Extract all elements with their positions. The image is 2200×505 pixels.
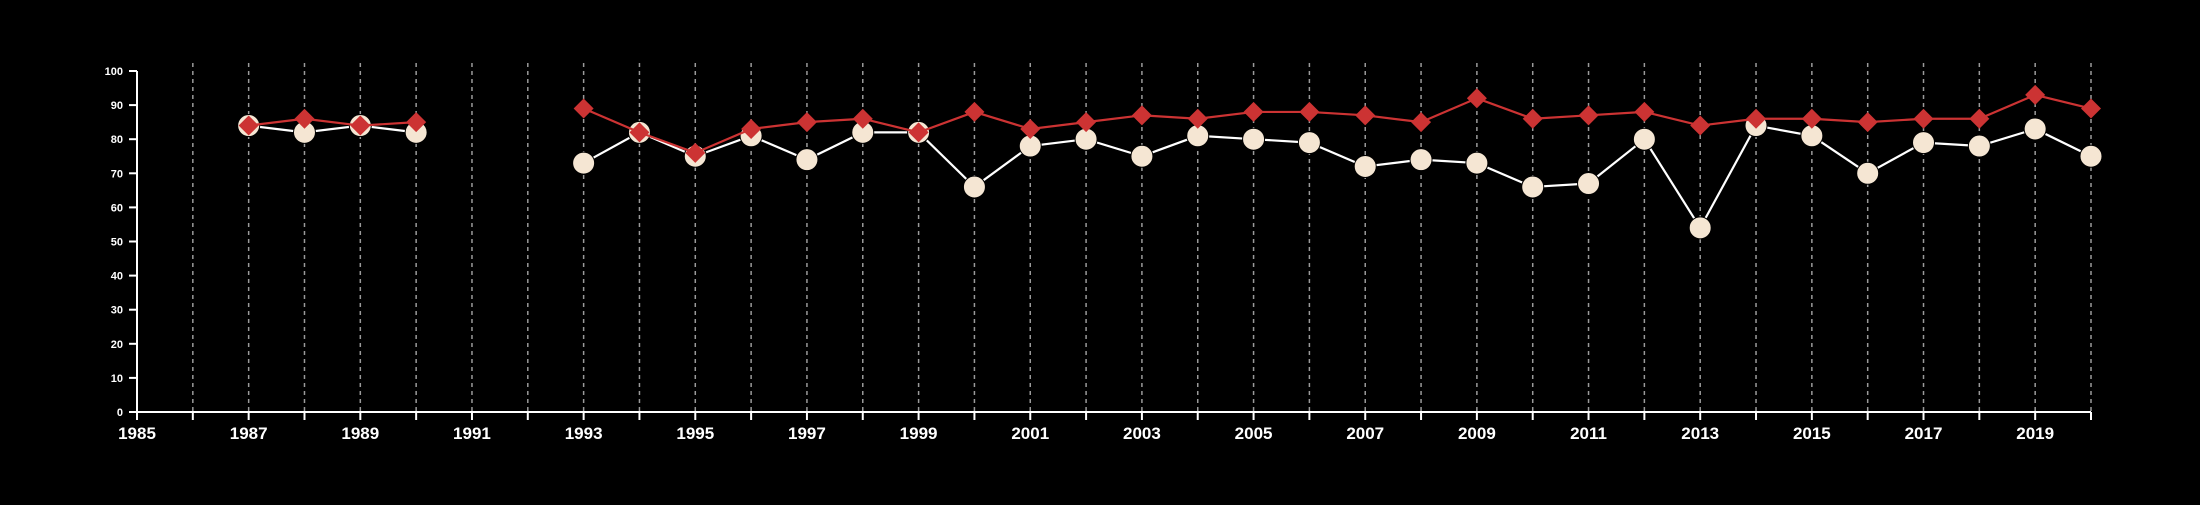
- data-point: [1020, 118, 1041, 139]
- data-point: [1243, 101, 1264, 122]
- data-point: [741, 118, 762, 139]
- axes: 0 10 20 30 40 50 60 70 80 90 100 1985 1987 1989 1991 19…: [105, 66, 2092, 443]
- x-tick-label: 2009: [1458, 424, 1496, 443]
- data-point: [1355, 105, 1376, 126]
- data-point: [795, 148, 819, 172]
- data-point: [572, 151, 596, 175]
- y-tick-label: 60: [111, 202, 123, 214]
- x-tick-label: 2019: [2016, 424, 2054, 443]
- data-point: [2081, 98, 2101, 119]
- y-tick-label: 40: [111, 271, 123, 283]
- y-tick-label: 50: [111, 237, 123, 249]
- data-point: [1411, 112, 1432, 133]
- series-line: [248, 124, 417, 134]
- series-line: [583, 93, 2092, 155]
- data-point: [238, 115, 259, 136]
- x-tick-label: 2011: [1570, 424, 1607, 443]
- y-tick-label: 10: [111, 373, 123, 385]
- data-point: [2079, 144, 2103, 168]
- x-tick-label: 2001: [1011, 424, 1049, 443]
- x-tick-label: 1987: [230, 424, 268, 443]
- data-point: [1242, 127, 1266, 151]
- data-point: [1578, 105, 1599, 126]
- data-point: [1801, 108, 1822, 129]
- x-tick-label: 1993: [565, 424, 603, 443]
- data-point: [1857, 112, 1878, 133]
- data-point: [1967, 134, 1991, 158]
- series-circle: [237, 114, 2103, 240]
- data-point: [1690, 115, 1711, 136]
- data-point: [1131, 105, 1152, 126]
- data-point: [1466, 88, 1487, 109]
- data-point: [1076, 112, 1097, 133]
- data-point: [1187, 108, 1208, 129]
- x-tick-label: 2007: [1346, 424, 1384, 443]
- data-point: [1913, 108, 1934, 129]
- data-point: [1521, 175, 1545, 199]
- data-point: [1353, 154, 1377, 178]
- x-tick-label: 1995: [676, 424, 714, 443]
- data-point: [964, 101, 985, 122]
- data-point: [1409, 148, 1433, 172]
- data-point: [1856, 161, 1880, 185]
- x-tick-label: 1999: [900, 424, 938, 443]
- x-tick-label: 1997: [788, 424, 826, 443]
- x-tick-label: 2005: [1235, 424, 1273, 443]
- data-point: [1969, 108, 1990, 129]
- data-point: [1299, 101, 1320, 122]
- series-line: [583, 124, 2092, 231]
- data-point: [1688, 216, 1712, 240]
- y-tick-label: 100: [105, 66, 123, 78]
- series: [237, 84, 2103, 240]
- y-tick-label: 90: [111, 100, 123, 112]
- y-tick-label: 30: [111, 305, 123, 317]
- y-tick-label: 0: [117, 407, 123, 419]
- data-point: [1577, 172, 1601, 196]
- data-point: [350, 115, 371, 136]
- data-point: [685, 142, 706, 163]
- data-point: [294, 108, 315, 129]
- x-tick-label: 2003: [1123, 424, 1161, 443]
- y-tick-label: 70: [111, 168, 123, 180]
- data-point: [1522, 108, 1543, 129]
- x-tick-label: 1989: [341, 424, 379, 443]
- x-tick-label: 2015: [1793, 424, 1831, 443]
- data-point: [796, 112, 817, 133]
- data-point: [1634, 101, 1655, 122]
- data-point: [573, 98, 594, 119]
- data-point: [2023, 117, 2047, 141]
- data-point: [629, 122, 650, 143]
- data-point: [1746, 108, 1767, 129]
- data-point: [1297, 131, 1321, 155]
- series-line: [248, 117, 417, 127]
- y-tick-label: 80: [111, 134, 123, 146]
- series-diamond: [238, 84, 2101, 163]
- x-tick-label: 2013: [1681, 424, 1719, 443]
- data-point: [406, 112, 427, 133]
- x-tick-label: 1985: [118, 424, 156, 443]
- data-point: [1465, 151, 1489, 175]
- data-point: [908, 122, 929, 143]
- x-tick-label: 1991: [453, 424, 491, 443]
- data-point: [1632, 127, 1656, 151]
- data-point: [2025, 84, 2046, 105]
- data-point: [962, 175, 986, 199]
- y-tick-label: 20: [111, 339, 123, 351]
- x-tick-label: 2017: [1905, 424, 1943, 443]
- data-point: [1912, 131, 1936, 155]
- data-point: [852, 108, 873, 129]
- data-point: [1130, 144, 1154, 168]
